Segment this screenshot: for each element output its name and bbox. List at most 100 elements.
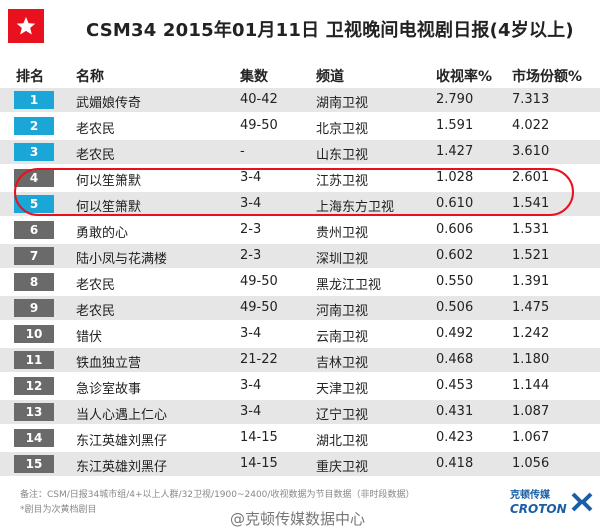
episodes: 49-50 <box>240 274 278 289</box>
channel: 辽宁卫视 <box>316 408 369 423</box>
star-badge <box>8 9 44 43</box>
logo-text-cn: 克顿传媒 <box>510 490 550 501</box>
header-share: 市场份额% <box>512 69 583 85</box>
show-name: 陆小凤与花满楼 <box>76 252 168 267</box>
episodes: 49-50 <box>240 300 278 315</box>
croton-logo: 克顿传媒 CROTON <box>510 482 596 526</box>
channel: 湖南卫视 <box>316 96 369 111</box>
episodes: 2-3 <box>240 248 262 263</box>
rank-badge: 3 <box>14 143 54 161</box>
page-title: CSM34 2015年01月11日 卫视晚间电视剧日报(4岁以上) <box>86 20 574 41</box>
table-row: 7 陆小凤与花满楼 2-3 深圳卫视 0.602 1.521 <box>0 244 600 268</box>
table-header: 排名 名称 集数 频道 收视率% 市场份额% <box>0 60 600 88</box>
star-icon <box>16 17 36 35</box>
rank-badge: 6 <box>14 221 54 239</box>
rating: 0.468 <box>436 352 474 367</box>
show-name: 老农民 <box>76 304 116 319</box>
market-share: 1.067 <box>512 430 550 445</box>
episodes: 14-15 <box>240 456 278 471</box>
channel: 湖北卫视 <box>316 434 369 449</box>
episodes: 3-4 <box>240 404 262 419</box>
table-row: 14 东江英雄刘黑仔 14-15 湖北卫视 0.423 1.067 <box>0 426 600 450</box>
episodes: 3-4 <box>240 326 262 341</box>
show-name: 老农民 <box>76 278 116 293</box>
logo-text-en: CROTON <box>510 502 567 516</box>
rating: 0.602 <box>436 248 474 263</box>
header-rating: 收视率% <box>436 69 493 85</box>
market-share: 1.144 <box>512 378 550 393</box>
show-name: 东江英雄刘黑仔 <box>76 434 168 449</box>
show-name: 何以笙箫默 <box>76 200 142 215</box>
rating: 1.427 <box>436 144 474 159</box>
rank-badge: 11 <box>14 351 54 369</box>
rank-badge: 10 <box>14 325 54 343</box>
show-name: 老农民 <box>76 122 116 137</box>
rating: 1.591 <box>436 118 474 133</box>
rank-badge: 1 <box>14 91 54 109</box>
header-channel: 频道 <box>316 69 344 85</box>
header-episodes: 集数 <box>240 69 268 85</box>
table-row: 13 当人心遇上仁心 3-4 辽宁卫视 0.431 1.087 <box>0 400 600 424</box>
show-name: 急诊室故事 <box>76 382 142 397</box>
header-rank: 排名 <box>16 69 44 85</box>
channel: 黑龙江卫视 <box>316 278 382 293</box>
market-share: 1.180 <box>512 352 550 367</box>
rating: 0.423 <box>436 430 474 445</box>
table-row: 2 老农民 49-50 北京卫视 1.591 4.022 <box>0 114 600 138</box>
table-row: 5 何以笙箫默 3-4 上海东方卫视 0.610 1.541 <box>0 192 600 216</box>
rating: 0.418 <box>436 456 474 471</box>
channel: 吉林卫视 <box>316 356 369 371</box>
channel: 云南卫视 <box>316 330 369 345</box>
table-row: 12 急诊室故事 3-4 天津卫视 0.453 1.144 <box>0 374 600 398</box>
show-name: 老农民 <box>76 148 116 163</box>
report-header: CSM34 2015年01月11日 卫视晚间电视剧日报(4岁以上) <box>0 0 600 60</box>
channel: 天津卫视 <box>316 382 369 397</box>
show-name: 何以笙箫默 <box>76 174 142 189</box>
footnote-secondary: *剧目为次黄档剧目 <box>20 505 97 515</box>
episodes: 3-4 <box>240 196 262 211</box>
rating: 2.790 <box>436 92 474 107</box>
market-share: 1.531 <box>512 222 550 237</box>
watermark: @克顿传媒数据中心 <box>230 510 366 528</box>
rank-badge: 13 <box>14 403 54 421</box>
channel: 上海东方卫视 <box>316 200 395 215</box>
channel: 山东卫视 <box>316 148 369 163</box>
market-share: 2.601 <box>512 170 550 185</box>
rank-badge: 12 <box>14 377 54 395</box>
episodes: 21-22 <box>240 352 278 367</box>
market-share: 1.521 <box>512 248 550 263</box>
channel: 重庆卫视 <box>316 460 369 475</box>
episodes: 49-50 <box>240 118 278 133</box>
croton-logo-icon <box>571 492 593 512</box>
market-share: 1.056 <box>512 456 550 471</box>
rating: 0.610 <box>436 196 474 211</box>
episodes: 3-4 <box>240 378 262 393</box>
market-share: 1.087 <box>512 404 550 419</box>
rank-badge: 15 <box>14 455 54 473</box>
market-share: 1.541 <box>512 196 550 211</box>
market-share: 1.391 <box>512 274 550 289</box>
channel: 江苏卫视 <box>316 174 369 189</box>
market-share: 4.022 <box>512 118 550 133</box>
table-row: 9 老农民 49-50 河南卫视 0.506 1.475 <box>0 296 600 320</box>
rating: 0.550 <box>436 274 474 289</box>
table-row: 8 老农民 49-50 黑龙江卫视 0.550 1.391 <box>0 270 600 294</box>
table-row: 11 铁血独立营 21-22 吉林卫视 0.468 1.180 <box>0 348 600 372</box>
rank-badge: 7 <box>14 247 54 265</box>
market-share: 1.475 <box>512 300 550 315</box>
rank-badge: 9 <box>14 299 54 317</box>
show-name: 武媚娘传奇 <box>76 96 142 111</box>
show-name: 东江英雄刘黑仔 <box>76 460 168 475</box>
market-share: 7.313 <box>512 92 550 107</box>
episodes: 40-42 <box>240 92 278 107</box>
rating: 0.453 <box>436 378 474 393</box>
table-row: 15 东江英雄刘黑仔 14-15 重庆卫视 0.418 1.056 <box>0 452 600 476</box>
table-row: 4 何以笙箫默 3-4 江苏卫视 1.028 2.601 <box>0 166 600 190</box>
rating: 0.506 <box>436 300 474 315</box>
table-row: 6 勇敢的心 2-3 贵州卫视 0.606 1.531 <box>0 218 600 242</box>
footnote: 备注：CSM/日报34城市组/4+以上人群/32卫视/1900~2400/收视数… <box>20 490 415 500</box>
show-name: 勇敢的心 <box>76 226 129 241</box>
market-share: 1.242 <box>512 326 550 341</box>
table-row: 1 武媚娘传奇 40-42 湖南卫视 2.790 7.313 <box>0 88 600 112</box>
rating: 0.606 <box>436 222 474 237</box>
